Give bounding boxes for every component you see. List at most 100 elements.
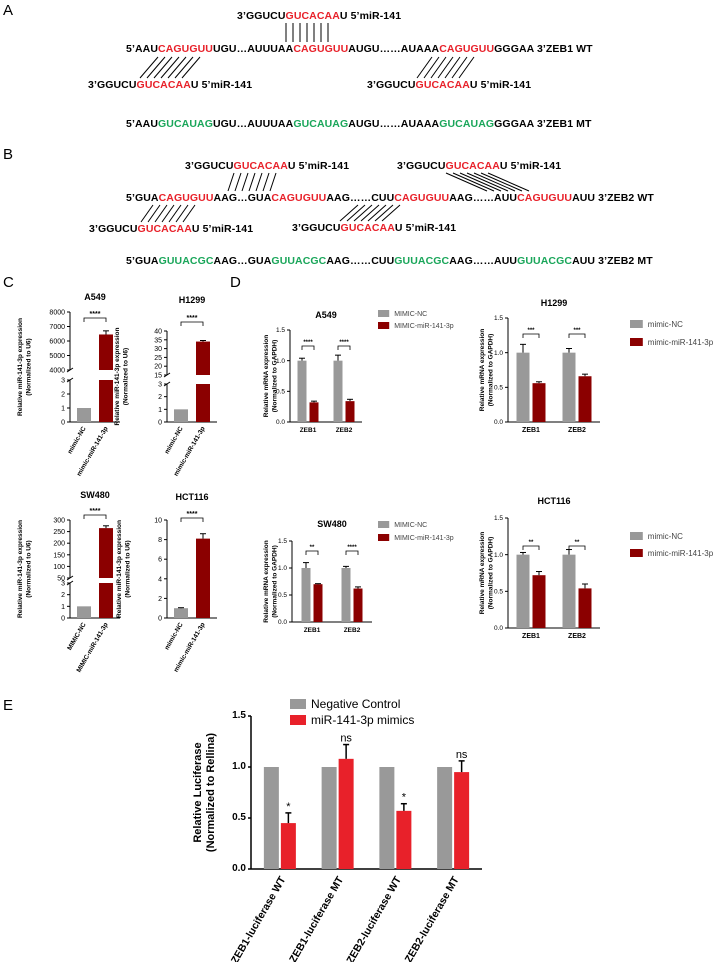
y-tick-label: 0 [158,420,162,427]
sequence-segment: GUCACAA [285,10,340,22]
mirna-sequence: 3’GGUCUGUCACAAU 5’miR-141 [397,160,561,172]
legend-swatch [290,699,306,709]
y-tick-label: 0.0 [278,619,287,626]
sequence-segment: 3’GGUCU [397,160,446,172]
x-tick-label: ZEB1 [522,633,540,640]
y-tick-label: 0 [61,420,65,427]
sequence-segment: GGGAA 3’ZEB1 MT [494,118,592,130]
sequence-segment: CAGUGUU [293,43,349,55]
bar-mimic-nc [174,409,188,422]
bar-treatment [578,376,592,422]
axis-label: Relative mRNA expression [263,540,270,623]
legend-swatch [378,534,390,541]
bar-control [263,767,279,869]
y-tick-label: 1.0 [494,552,503,559]
bar-treatment [338,758,354,869]
axis-label: (Normalized to U6) [26,338,33,395]
significance-bracket [180,321,204,326]
significance-label: **** [90,311,101,318]
panel-label-c: C [3,274,14,291]
zeb1-mt-sequence: 5’AAUGUCAUAGUGU…AUUUAAGUCAUAGAUGU……AUAAA… [126,118,592,130]
sequence-segment: 5’GUA [126,255,159,267]
chart-title: H1299 [179,295,206,305]
y-tick-label: 150 [53,552,65,559]
y-tick-label: 1.5 [276,327,285,334]
legend-label: mimic-miR-141-3p [648,549,714,558]
bar-control [516,352,530,422]
sequence-segment: CAGUGUU [517,192,573,204]
y-tick-label: 1.5 [494,315,503,322]
chart-title: H1299 [541,298,568,308]
bar-treatment [309,402,319,422]
sequence-segment: GUUACGC [517,255,573,267]
y-tick-label: 1.0 [276,358,285,365]
bar-mimic-mir141 [99,583,113,618]
bar-mimic-mir141 [99,380,113,422]
sequence-segment: AUU 3’ZEB2 WT [572,192,654,204]
sequence-segment: AAG…GUA [213,192,272,204]
axis-label: (Normalized to Rellina) [205,733,217,853]
axis-label: Relative miR-141-3p expression [114,328,121,426]
axis-label: Relative mRNA expression [479,532,486,615]
chart-title: SW480 [80,490,110,500]
y-tick-label: 0.5 [494,385,503,392]
legend-label: MIMIC-miR-141-3p [394,323,454,330]
y-tick-label: 2 [158,596,162,603]
bar-mimic-mir141 [196,538,210,618]
sequence-segment: U 5’miR-141 [469,79,532,91]
zeb1-wt-sequence: 5’AAUCAGUGUUUGU…AUUUAACAGUGUUAUGU……AUAAA… [126,43,593,55]
sequence-segment: 5’AAU [126,43,159,55]
sequence-segment: UGU…AUUUAA [212,43,294,55]
bar-mimic-mir141-upper [196,341,210,375]
axis-label: (Normalized to U6) [125,540,132,597]
x-tick-label: ZEB1 [304,627,321,634]
x-tick-label: ZEB2-luciferase MT [403,874,462,962]
bar-treatment [396,810,412,869]
y-tick-label: 6 [158,557,162,564]
bar-control [297,360,307,422]
y-tick-label: 10 [154,518,162,525]
significance-label: ** [310,545,315,551]
panel-label-b: B [3,146,14,163]
y-tick-label: 25 [154,355,162,362]
y-tick-label: 2 [61,392,65,399]
y-tick-label: 1.0 [278,565,287,572]
sequence-segment: GUUACGC [271,255,327,267]
bar-mimic-nc [174,608,188,618]
axis-label: (Normalized to U6) [123,348,130,405]
y-tick-label: 35 [154,337,162,344]
significance-bracket [83,317,107,322]
y-tick-label: 0 [158,616,162,623]
axis-label: Relative mRNA expression [263,335,270,418]
bar-control [341,568,351,622]
axis-label: Relative mRNA expression [479,329,486,412]
sequence-segment: U 5’miR-141 [339,10,402,22]
axis-label: (Normalized to GAPDH) [488,334,495,407]
y-tick-label: 5000 [49,353,65,360]
bar-treatment [345,401,355,422]
sequence-segment: AUGU……AUAAA [348,118,440,130]
significance-label: ns [340,733,352,745]
significance-bracket [305,550,319,555]
legend-swatch [630,320,643,328]
axis-label: Relative miR-141-3p expression [17,520,24,618]
y-tick-label: 1 [61,406,65,413]
sequence-segment: 3’GGUCU [185,160,234,172]
sequence-segment: AUU 3’ZEB2 MT [572,255,653,267]
significance-label: **** [347,545,357,551]
legend-label: Negative Control [311,697,400,711]
y-tick-label: 1.0 [494,350,503,357]
significance-label: *** [527,328,535,334]
chart-title: A549 [84,292,106,302]
significance-bracket [568,545,586,550]
y-tick-label: 2 [61,592,65,599]
y-tick-label: 8 [158,537,162,544]
axis-label: Relative miR-141-3p expression [116,520,123,618]
y-tick-label: 50 [57,576,65,583]
sequence-segment: U 5’miR-141 [190,79,253,91]
